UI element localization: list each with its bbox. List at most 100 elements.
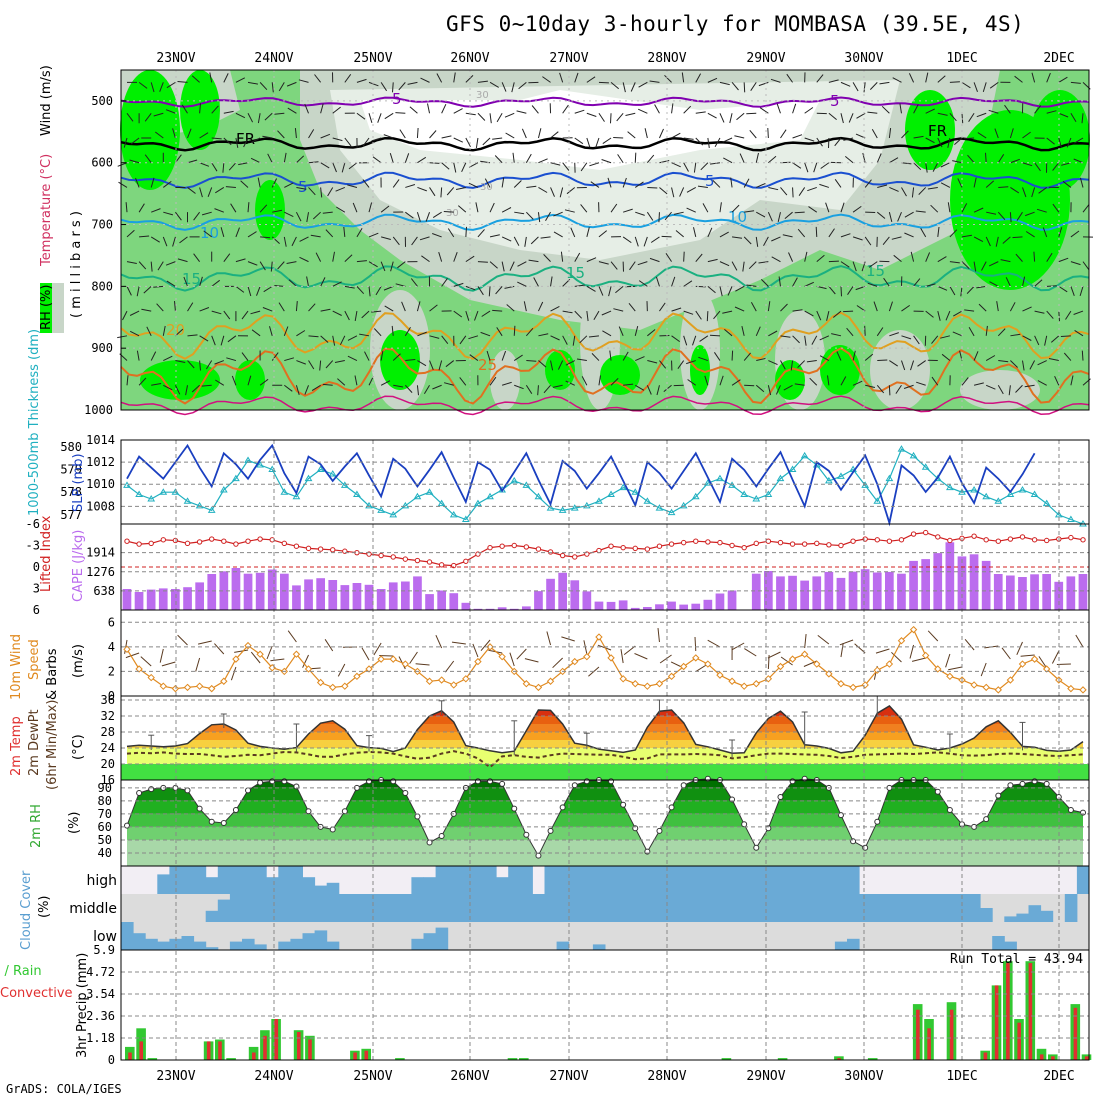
- profile-wind-barb: [484, 178, 491, 188]
- rh-moist-patch: [1030, 90, 1090, 190]
- profile-wind-barb: [901, 162, 912, 165]
- profile-wind-barb: [889, 186, 899, 192]
- rh-marker: [535, 852, 542, 859]
- profile-wind-barb: [304, 103, 309, 114]
- wind10-marker: [437, 676, 446, 684]
- profile-wind-barb: [465, 137, 471, 148]
- cloud-bar-low: [1004, 941, 1017, 950]
- rh-marker: [862, 844, 869, 851]
- profile-wind-barb: [731, 350, 734, 361]
- profile-rh-label: RH (%): [39, 285, 54, 330]
- profile-wind-barb: [997, 385, 1004, 395]
- profile-wind-barb: [359, 333, 370, 337]
- cloud-bar-middle: [980, 908, 993, 922]
- profile-wind-barb: [840, 202, 845, 213]
- wind10-marker: [655, 680, 664, 688]
- cloud-bar-middle: [810, 894, 824, 922]
- profile-wind-barb: [771, 256, 781, 263]
- wind10-barb: [1075, 634, 1084, 648]
- wind10-barb: [1016, 641, 1023, 656]
- profile-wind-barb: [283, 326, 289, 336]
- date-label-bottom: 24NOV: [254, 1069, 293, 1084]
- profile-wind-barb: [538, 360, 547, 368]
- contour-25c: [120, 347, 1090, 405]
- thickness-marker: [764, 490, 773, 497]
- cloud-bar-middle: [471, 894, 485, 922]
- profile-wind-barb: [475, 202, 479, 213]
- profile-wind-barb: [635, 356, 645, 362]
- thickness-marker: [752, 495, 761, 502]
- profile-wind-barb: [288, 279, 297, 287]
- profile-wind-barb: [344, 137, 352, 147]
- profile-wind-barb: [259, 378, 269, 386]
- cloud-bar-low: [205, 947, 219, 950]
- profile-wind-barb: [809, 377, 818, 386]
- cloud-bar-middle: [375, 894, 388, 922]
- profile-wind-barb: [496, 113, 503, 123]
- thickness-marker: [389, 510, 398, 518]
- cloud-bar-high: [254, 866, 267, 894]
- profile-wind-barb: [469, 354, 479, 361]
- cape-bar: [376, 589, 386, 610]
- wind10-marker: [849, 683, 857, 692]
- profile-wind-barb: [157, 261, 164, 271]
- profile-wind-barb: [911, 187, 915, 198]
- profile-wind-barb: [828, 79, 839, 83]
- profile-wind-barb: [932, 162, 939, 172]
- profile-wind-barb: [665, 253, 672, 262]
- rh-marker: [499, 780, 506, 787]
- date-label-top: 24NOV: [254, 51, 293, 66]
- wind10-barb: [840, 643, 844, 658]
- profile-wind-barb: [475, 137, 479, 148]
- slp-tick: 1014: [86, 433, 115, 447]
- thickness-tick: 577: [60, 508, 82, 522]
- li-marker: [572, 554, 578, 560]
- cape-bar: [800, 580, 809, 610]
- thickness-marker: [171, 488, 180, 495]
- profile-wind-barb: [862, 152, 866, 163]
- rh-marker: [995, 792, 1002, 799]
- precip-tick: 4.72: [86, 965, 115, 979]
- precip-conv-bar: [252, 1052, 256, 1060]
- profile-wind-barb: [744, 384, 755, 387]
- date-label-bottom: 30NOV: [844, 1069, 883, 1084]
- profile-wind-barb: [1066, 137, 1072, 148]
- profile-wind-barb: [966, 286, 975, 294]
- profile-wind-barb: [610, 203, 618, 213]
- profile-wind-barb: [274, 112, 285, 115]
- profile-wind-barb: [118, 181, 128, 188]
- profile-wind-barb: [525, 153, 532, 163]
- cloud-bar-high: [411, 877, 424, 894]
- wind10-marker: [341, 682, 349, 690]
- profile-wind-barb: [354, 311, 358, 321]
- wind10-marker: [220, 677, 228, 685]
- cloud-bar-high: [229, 866, 243, 894]
- thickness-marker: [159, 488, 168, 495]
- wind10-barb: [524, 658, 539, 663]
- profile-wind-barb: [347, 355, 358, 361]
- rh-marker: [257, 779, 264, 786]
- profile-wind-barb: [277, 261, 285, 270]
- li-marker: [209, 536, 215, 542]
- wind10-marker: [450, 681, 458, 689]
- rh2m-tick: 40: [98, 846, 112, 860]
- profile-wind-barb: [646, 385, 652, 395]
- li-marker: [596, 547, 602, 554]
- rh-marker: [245, 787, 252, 794]
- cape-bar: [1042, 574, 1051, 610]
- cloud-bar-middle: [931, 894, 945, 922]
- precip-total-bar: [721, 1058, 732, 1060]
- profile-wind-barb: [686, 360, 696, 365]
- rh2m-tick: 50: [98, 833, 112, 847]
- profile-wind-barb: [146, 326, 152, 337]
- contour-label: FR: [928, 122, 947, 140]
- profile-wind-barb: [480, 331, 491, 337]
- profile-wind-barb: [335, 186, 346, 192]
- cape-tick: 1914: [86, 546, 115, 560]
- profile-wind-barb: [706, 311, 709, 322]
- profile-wind-barb: [755, 236, 759, 247]
- profile-wind-barb: [1022, 306, 1032, 312]
- profile-wind-barb: [954, 137, 963, 145]
- wind10-marker: [232, 655, 240, 663]
- precip-conv-label: Convective: [0, 986, 73, 1001]
